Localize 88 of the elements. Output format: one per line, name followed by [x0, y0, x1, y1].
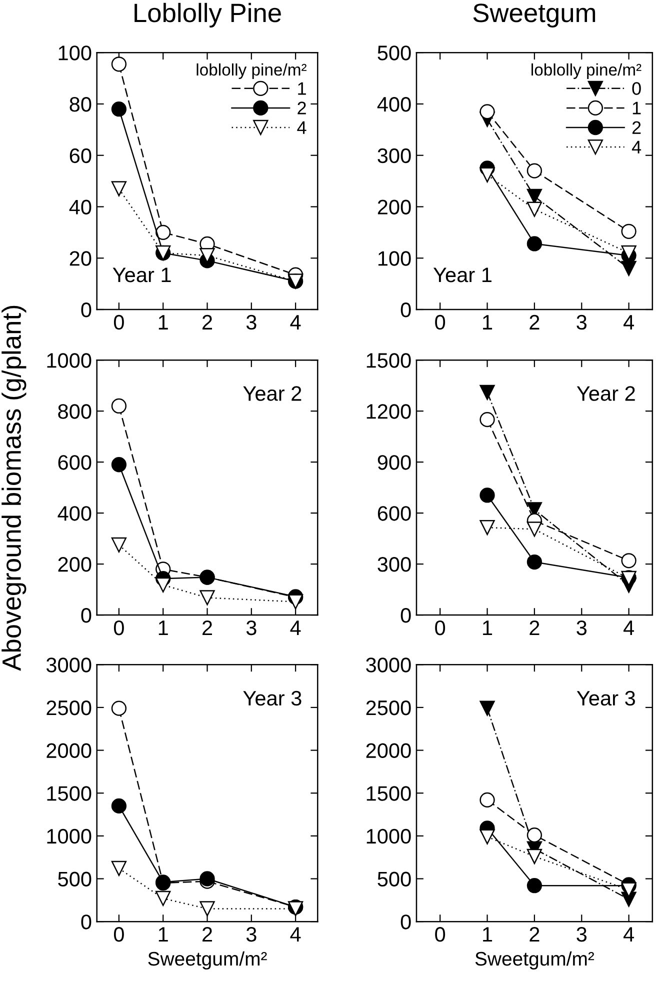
annotation: Year 2: [576, 386, 635, 401]
y-tick-label: 0: [400, 302, 411, 318]
y-tick-label: 500: [378, 46, 411, 60]
y-tick-label: 0: [81, 302, 92, 318]
legend-title: loblolly pine/m²: [532, 63, 642, 79]
y-tick-label: 0: [400, 914, 411, 930]
legend-label: 2: [298, 102, 306, 114]
y-tick-label: 2000: [366, 743, 411, 758]
x-tick-label: 1: [158, 315, 168, 330]
chart-title: Sweetgum: [473, 4, 596, 28]
legend-label: 1: [632, 102, 641, 114]
annotation: Year 2: [243, 386, 302, 401]
y-tick-label: 20: [70, 251, 92, 266]
x-tick-label: 3: [246, 620, 256, 636]
y-tick-label: 1000: [47, 828, 92, 844]
legend-title: loblolly pine/m²: [196, 63, 306, 79]
x-tick-label: 2: [202, 926, 212, 942]
legend-label: 4: [297, 121, 306, 134]
y-axis-title: Aboveground biomass (g/plant): [2, 306, 26, 671]
y-tick-label: 600: [58, 455, 92, 470]
y-tick-label: 300: [378, 148, 411, 164]
x-tick-label: 0: [114, 926, 124, 942]
x-tick-label: 3: [246, 314, 256, 330]
x-tick-label: 4: [290, 315, 301, 330]
legend-label: 1: [298, 82, 306, 95]
x-tick-label: 0: [114, 620, 124, 636]
x-tick-label: 0: [435, 620, 446, 636]
x-tick-label: 3: [576, 314, 587, 330]
x-tick-label: 3: [576, 926, 587, 942]
legend-label: 4: [632, 140, 642, 154]
x-tick-label: 1: [158, 620, 168, 635]
y-tick-label: 600: [378, 506, 411, 521]
annotation: Year 3: [243, 690, 302, 706]
x-tick-label: 1: [483, 315, 492, 330]
y-tick-label: 2500: [366, 700, 411, 716]
chart-title: Loblolly Pine: [134, 2, 281, 28]
y-tick-label: 400: [377, 96, 411, 112]
y-tick-label: 1500: [366, 353, 411, 368]
x-axis-title: Sweetgum/m²: [475, 951, 594, 970]
y-tick-label: 1500: [47, 786, 92, 801]
y-tick-label: 1500: [366, 786, 411, 801]
annotation: Year 1: [433, 268, 492, 282]
annotation: Year 3: [576, 690, 635, 706]
y-tick-label: 2500: [46, 700, 92, 716]
x-tick-label: 4: [624, 315, 634, 330]
y-tick-label: 400: [58, 506, 92, 521]
y-tick-label: 900: [378, 455, 411, 470]
y-tick-label: 100: [58, 46, 92, 60]
x-tick-label: 3: [576, 620, 587, 636]
y-tick-label: 3000: [46, 658, 92, 672]
x-tick-label: 4: [290, 620, 301, 635]
x-tick-label: 2: [202, 314, 212, 330]
x-tick-label: 0: [435, 314, 446, 330]
y-tick-label: 2000: [46, 743, 92, 758]
y-tick-label: 200: [378, 200, 411, 214]
y-tick-label: 500: [378, 872, 411, 886]
x-tick-label: 4: [624, 927, 634, 942]
x-tick-label: 4: [290, 927, 301, 942]
x-tick-label: 1: [158, 927, 168, 942]
y-tick-label: 0: [81, 914, 92, 930]
y-tick-label: 800: [58, 404, 92, 419]
y-tick-label: 100: [378, 251, 411, 266]
x-tick-label: 2: [202, 620, 212, 635]
x-tick-label: 1: [483, 620, 492, 635]
x-tick-label: 4: [624, 620, 634, 635]
x-tick-label: 1: [483, 927, 492, 942]
y-tick-label: 60: [70, 148, 92, 164]
annotation: Year 1: [112, 268, 171, 282]
legend-label: 2: [632, 121, 641, 134]
x-tick-label: 0: [114, 314, 124, 330]
legend-label: 0: [632, 82, 641, 95]
y-tick-label: 500: [58, 872, 92, 886]
x-axis-title: Sweetgum/m²: [148, 951, 267, 970]
y-tick-label: 0: [400, 608, 411, 623]
x-tick-label: 0: [435, 926, 446, 942]
y-tick-label: 1000: [47, 353, 92, 368]
x-tick-label: 2: [530, 314, 540, 330]
y-tick-label: 1000: [366, 828, 411, 844]
y-tick-label: 3000: [366, 658, 411, 672]
x-tick-label: 3: [246, 926, 256, 942]
y-tick-label: 0: [81, 608, 92, 623]
x-tick-label: 2: [530, 620, 540, 635]
y-tick-label: 200: [58, 557, 92, 572]
x-tick-label: 2: [530, 926, 540, 942]
y-tick-label: 300: [378, 557, 411, 572]
y-tick-label: 1200: [366, 404, 411, 419]
y-tick-label: 80: [70, 96, 92, 112]
y-tick-label: 40: [69, 200, 92, 214]
